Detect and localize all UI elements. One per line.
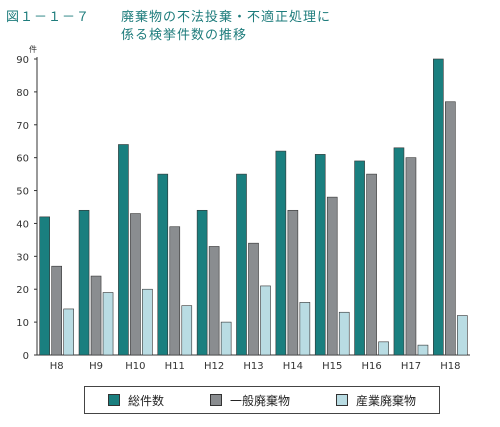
chart-title-line1: 廃棄物の不法投棄・不適正処理に	[121, 10, 332, 25]
figure-label: 図１－１－７	[6, 10, 91, 25]
bar-general-waste	[90, 275, 102, 356]
y-tick-label: 20	[16, 285, 29, 296]
x-tick-label: H18	[440, 361, 460, 372]
y-tick-label: 30	[16, 252, 29, 263]
bar-industrial-waste	[63, 308, 74, 356]
y-axis-unit: 件	[29, 44, 37, 54]
y-tick-label: 40	[16, 219, 29, 230]
bar-total	[354, 160, 365, 356]
bar-general-waste	[208, 246, 220, 356]
legend-item: 産業廃棄物	[335, 392, 416, 409]
y-tick-label: 80	[16, 88, 29, 99]
bar-industrial-waste	[102, 292, 114, 356]
bar-general-waste	[445, 101, 456, 356]
chart-legend: 総件数 一般廃棄物 産業廃棄物	[84, 386, 440, 414]
y-tick-label: 60	[16, 154, 29, 165]
x-tick-label: H9	[89, 361, 103, 372]
bar-general-waste	[287, 209, 299, 356]
bar-industrial-waste	[220, 321, 232, 356]
y-tick-label: 10	[16, 318, 29, 329]
bar-total	[196, 209, 208, 356]
legend-swatch	[107, 394, 120, 406]
x-tick-label: H8	[50, 361, 64, 372]
bar-total	[157, 173, 169, 356]
bar-industrial-waste	[378, 341, 389, 356]
x-tick-label: H16	[361, 361, 381, 372]
y-tick-label: 0	[23, 351, 29, 362]
bar-general-waste	[326, 196, 338, 356]
legend-label: 総件数	[127, 393, 164, 408]
bar-total	[393, 147, 405, 356]
bar-total	[78, 209, 90, 356]
x-tick-label: H13	[243, 361, 263, 372]
bar-general-waste	[248, 242, 259, 356]
bar-total	[118, 144, 129, 356]
chart-title-line2: 係る検挙件数の推移	[121, 28, 248, 43]
x-tick-label: H11	[165, 361, 185, 372]
bar-general-waste	[366, 173, 377, 356]
bar-industrial-waste	[417, 344, 429, 356]
y-tick-label: 70	[16, 121, 29, 132]
bar-general-waste	[130, 213, 141, 356]
bar-total	[433, 58, 444, 356]
bar-chart: 件 0 10 20 30 40 50 60 70 80 90 H8 H9 H10 H11 H12 H13 H14 H…	[16, 44, 470, 372]
bar-general-waste	[51, 265, 62, 356]
bar-total	[39, 216, 50, 356]
x-tick-label: H10	[125, 361, 145, 372]
legend-label: 産業廃棄物	[355, 393, 416, 408]
bar-general-waste	[169, 226, 181, 356]
x-tick-label: H14	[283, 361, 303, 372]
bar-industrial-waste	[299, 302, 311, 356]
x-tick-label: H12	[204, 361, 224, 372]
bar-total	[275, 150, 287, 356]
bar-industrial-waste	[457, 315, 468, 356]
bar-total	[236, 173, 247, 356]
bar-industrial-waste	[142, 288, 153, 356]
legend-item: 一般廃棄物	[209, 392, 290, 409]
x-tick-label: H17	[401, 361, 421, 372]
bar-total	[314, 154, 326, 356]
bar-industrial-waste	[181, 305, 193, 356]
legend-swatch	[335, 394, 348, 406]
legend-item: 総件数	[107, 392, 164, 409]
legend-label: 一般廃棄物	[229, 393, 290, 408]
x-tick-label: H15	[322, 361, 342, 372]
bar-industrial-waste	[338, 311, 350, 356]
bar-general-waste	[405, 157, 417, 356]
y-tick-label: 90	[16, 55, 29, 66]
bar-industrial-waste	[260, 285, 271, 356]
legend-swatch	[209, 394, 222, 406]
y-tick-label: 50	[16, 187, 29, 198]
